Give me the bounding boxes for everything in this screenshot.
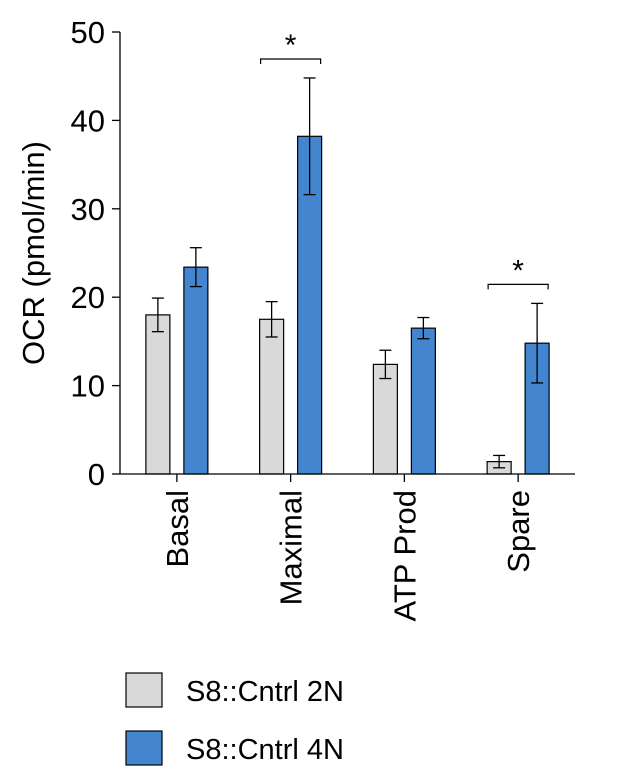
bar-basal-series-2 [183, 266, 209, 475]
significance-bracket [260, 58, 322, 64]
significance-bracket [487, 283, 549, 290]
x-category-label-maximal: Maximal [274, 490, 309, 605]
y-tick-label: 10 [71, 369, 105, 404]
legend-swatch-series-2 [125, 730, 163, 766]
y-tick-label: 50 [71, 15, 105, 50]
bars-layer: ** [145, 29, 550, 475]
bar-maximal-series-1 [259, 318, 285, 475]
x-category-label-spare: Spare [501, 490, 536, 573]
legend-label-series-1: S8::Cntrl 2N [186, 676, 344, 708]
bar-basal-series-1 [145, 314, 171, 475]
axes-layer: 0 10 20 30 40 50 Basal Maximal ATP Prod Spare [71, 15, 575, 622]
y-tick-label: 20 [71, 280, 105, 315]
bar-atp-prod-series-2 [410, 327, 436, 475]
legend-label-series-2: S8::Cntrl 4N [186, 734, 344, 766]
legend-swatch-series-1 [125, 672, 163, 708]
y-tick-label: 30 [71, 192, 105, 227]
y-tick-label: 40 [71, 103, 105, 138]
bar-atp-prod-series-1 [372, 363, 398, 475]
y-axis-title: OCR (pmol/min) [16, 141, 51, 365]
x-category-label-basal: Basal [160, 490, 195, 568]
x-category-label-atp-prod: ATP Prod [387, 490, 422, 622]
significance-label: * [512, 254, 524, 287]
significance-label: * [285, 29, 297, 62]
y-tick-label: 0 [88, 457, 105, 492]
